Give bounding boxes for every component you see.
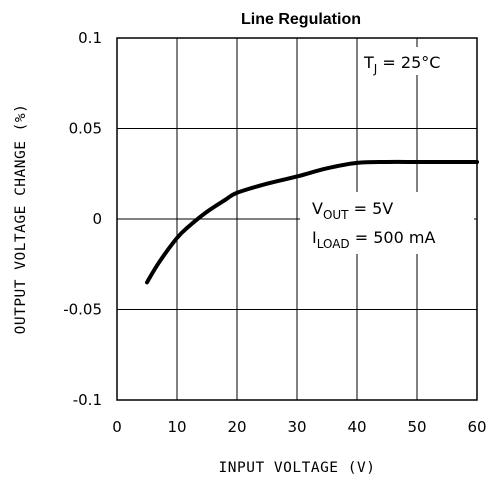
x-tick-labels: 0 10 20 30 40 50 60 [112, 418, 486, 436]
x-tick-label: 0 [112, 418, 122, 436]
tj-main: T [363, 53, 374, 72]
chart-title: Line Regulation [241, 11, 361, 28]
tj-annotation-bg [360, 47, 474, 75]
data-point [325, 166, 329, 170]
data-point [235, 191, 239, 195]
data-point [385, 160, 389, 164]
x-tick-label: 50 [407, 418, 426, 436]
vout-sub: OUT [323, 208, 349, 222]
data-point [175, 236, 179, 240]
y-tick-label: -0.1 [73, 391, 102, 409]
data-point [415, 160, 419, 164]
data-point [157, 260, 161, 264]
x-tick-label: 60 [467, 418, 486, 436]
data-point [445, 160, 449, 164]
iload-annotation: ILOAD = 500 mA [312, 228, 435, 251]
iload-rest: = 500 mA [350, 228, 436, 247]
y-axis-label: OUTPUT VOLTAGE CHANGE (%) [13, 104, 29, 335]
tj-rest: = 25°C [377, 53, 440, 72]
x-axis-label: INPUT VOLTAGE (V) [219, 460, 376, 476]
grid-lines [117, 38, 477, 400]
y-tick-label: 0 [92, 210, 102, 228]
data-point [223, 198, 227, 202]
x-tick-label: 30 [287, 418, 306, 436]
iload-sub: LOAD [317, 237, 350, 251]
data-point [475, 160, 479, 164]
y-tick-label: -0.05 [63, 301, 102, 319]
x-tick-label: 10 [167, 418, 186, 436]
data-point [187, 224, 191, 228]
data-point [295, 174, 299, 178]
data-point [355, 161, 359, 165]
vout-rest: = 5V [349, 199, 394, 218]
tj-sub: J [373, 62, 378, 76]
vout-main: V [312, 199, 323, 218]
y-tick-label: 0.05 [69, 120, 102, 138]
y-tick-labels: 0.1 0.05 0 -0.05 -0.1 [63, 29, 102, 409]
iload-main: I [312, 228, 317, 247]
data-point [145, 280, 149, 284]
tj-annotation: TJ = 25°C [363, 53, 440, 76]
series-points [145, 160, 479, 284]
x-tick-label: 40 [347, 418, 366, 436]
data-point [265, 182, 269, 186]
x-tick-label: 20 [227, 418, 246, 436]
data-point [205, 210, 209, 214]
conditions-annotation-bg [300, 192, 474, 254]
y-tick-label: 0.1 [78, 29, 102, 47]
vout-annotation: VOUT = 5V [312, 199, 393, 222]
